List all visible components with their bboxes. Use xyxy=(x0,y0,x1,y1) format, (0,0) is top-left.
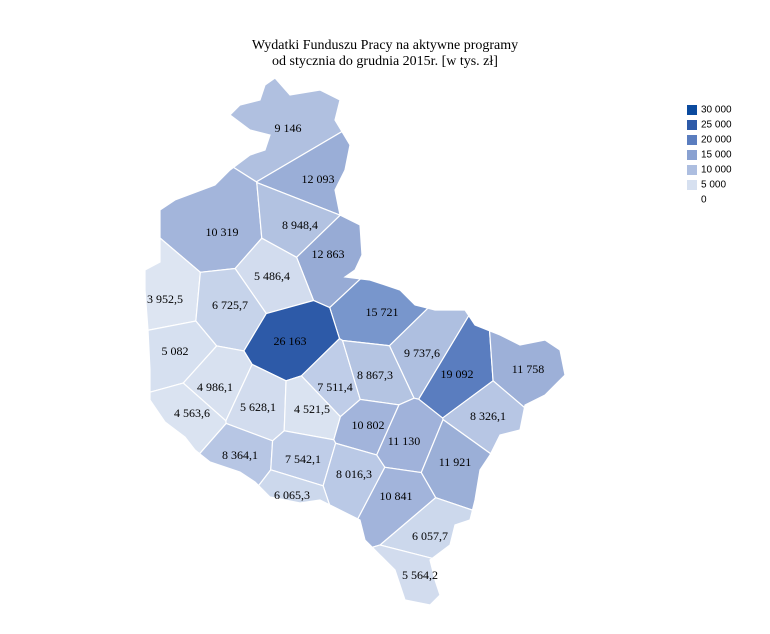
region-shape xyxy=(371,544,441,606)
region-label: 8 867,3 xyxy=(357,368,393,382)
legend-label: 0 xyxy=(701,195,707,206)
legend-label: 20 000 xyxy=(701,135,732,146)
legend-swatch xyxy=(687,135,697,145)
region-label: 9 146 xyxy=(275,121,302,135)
region-label: 9 737,6 xyxy=(404,346,440,360)
legend-swatch xyxy=(687,165,697,175)
region-label: 8 364,1 xyxy=(222,448,258,462)
region-label: 3 952,5 xyxy=(147,292,183,306)
legend-swatch xyxy=(687,150,697,160)
legend: 30 000 25 000 20 000 15 000 10 000 5 000 0 xyxy=(687,105,732,206)
legend-label: 30 000 xyxy=(701,105,732,116)
region-label: 5 486,4 xyxy=(254,269,290,283)
region-label: 19 092 xyxy=(441,367,474,381)
region-labels: 9 146 12 093 10 319 8 948,4 12 863 5 486,4 3 9… xyxy=(147,121,544,582)
region-label: 4 986,1 xyxy=(197,380,233,394)
region-shape xyxy=(322,442,386,520)
region-shape xyxy=(378,497,474,559)
legend-swatch xyxy=(687,180,697,190)
region-label: 10 802 xyxy=(352,418,385,432)
region-label: 15 721 xyxy=(366,305,399,319)
legend-label: 10 000 xyxy=(701,165,732,176)
legend-label: 5 000 xyxy=(701,180,726,191)
region-label: 12 863 xyxy=(312,247,345,261)
region-shape xyxy=(229,77,343,183)
region-label: 6 065,3 xyxy=(274,488,310,502)
region-label: 5 628,1 xyxy=(240,400,276,414)
region-label: 4 563,6 xyxy=(174,406,210,420)
title: od stycznia do grudnia 2015r. [w tys. zł… xyxy=(272,54,498,69)
region-label: 10 319 xyxy=(206,225,239,239)
region-label: 6 725,7 xyxy=(212,298,248,312)
region-label: 11 921 xyxy=(439,455,472,469)
region-label: 7 511,4 xyxy=(317,380,353,394)
region-label: 5 082 xyxy=(162,344,189,358)
region-label: 11 758 xyxy=(512,362,545,376)
region-label: 11 130 xyxy=(388,434,421,448)
regions xyxy=(144,77,566,606)
region-label: 7 542,1 xyxy=(285,452,321,466)
region-label: 8 326,1 xyxy=(470,409,506,423)
title: Wydatki Funduszu Pracy na aktywne progra… xyxy=(252,38,518,53)
region-label: 8 016,3 xyxy=(336,467,372,481)
legend-swatch xyxy=(687,105,697,115)
legend-swatch xyxy=(687,195,697,205)
region-label: 5 564,2 xyxy=(402,568,438,582)
region-label: 10 841 xyxy=(380,489,413,503)
region-label: 12 093 xyxy=(302,172,335,186)
region-shape xyxy=(257,469,331,506)
legend-label: 15 000 xyxy=(701,150,732,161)
region-label: 8 948,4 xyxy=(282,218,318,232)
legend-label: 25 000 xyxy=(701,120,732,131)
legend-swatch xyxy=(687,120,697,130)
region-label: 6 057,7 xyxy=(412,529,448,543)
region-label: 4 521,5 xyxy=(294,402,330,416)
region-label: 26 163 xyxy=(274,334,307,348)
